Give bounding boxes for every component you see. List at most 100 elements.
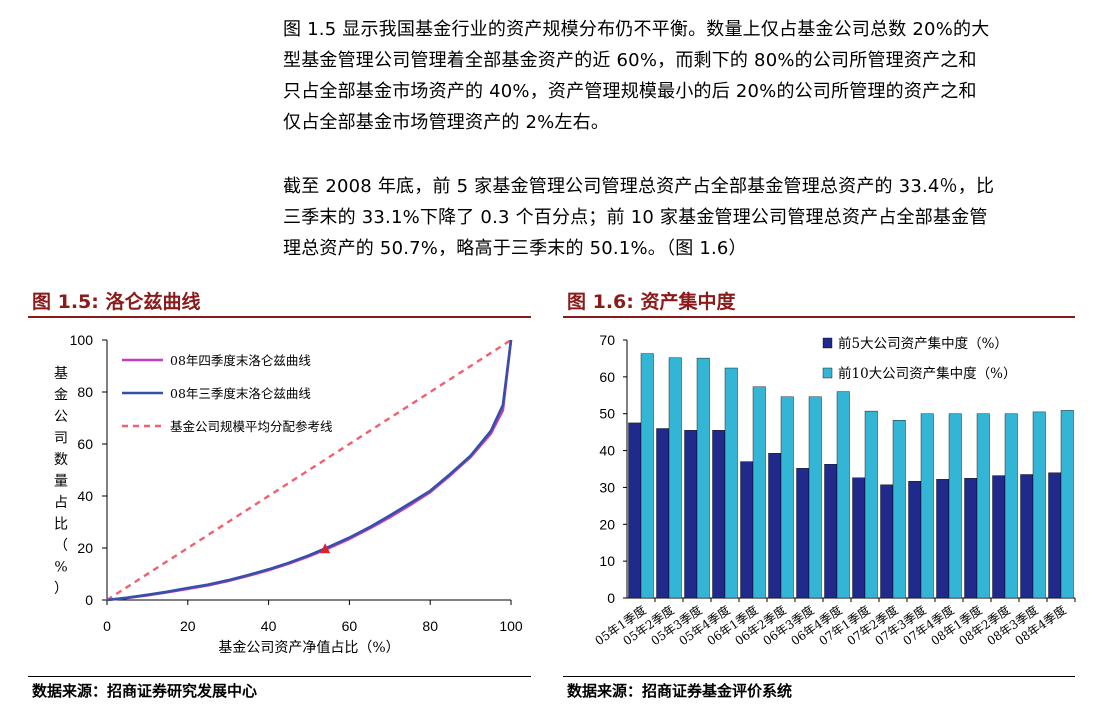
bar-category-label: 06年2季度 bbox=[732, 602, 789, 648]
lorenz-legend-label: 08年四季度末洛仑兹曲线 bbox=[170, 353, 311, 368]
bar-category-label: 08年4季度 bbox=[1012, 602, 1069, 648]
paragraph-line: 只占全部基金市场资产的 40%，资产管理规模最小的后 20%的公司所管理的资产之… bbox=[283, 81, 977, 102]
bar-top10 bbox=[668, 357, 682, 599]
paragraph-concentration: 截至 2008 年底，前 5 家基金管理公司管理总资产占全部基金管理总资产的 3… bbox=[283, 171, 1083, 264]
figure-1-5-bottom-rule bbox=[28, 676, 531, 677]
figure-1-6-top-rule bbox=[563, 316, 1075, 318]
bar-legend-label: 前10大公司资产集中度（%） bbox=[838, 365, 1017, 382]
bar-category-label: 05年2季度 bbox=[620, 602, 677, 648]
bar-top5 bbox=[768, 453, 782, 599]
bar-top10 bbox=[752, 386, 766, 599]
figure-1-5-source: 数据来源：招商证券研究发展中心 bbox=[32, 682, 258, 700]
bar-top5 bbox=[628, 422, 642, 599]
bar-legend-swatch bbox=[822, 337, 833, 349]
lorenz-axis-labels: 基金公司资产净值占比（%） 基金公司数量占比（%） bbox=[54, 365, 400, 656]
bar-top5 bbox=[992, 475, 1006, 599]
bar-top5 bbox=[712, 430, 726, 599]
paragraph-line: 型基金管理公司管理着全部基金资产的近 60%，而剩下的 80%的公司所管理资产之… bbox=[283, 50, 977, 71]
bar-top5 bbox=[1020, 474, 1034, 599]
bar-top5 bbox=[964, 478, 978, 599]
figure-1-6-title: 图 1.6: 资产集中度 bbox=[567, 291, 736, 313]
lorenz-y-tick-label: 20 bbox=[77, 540, 93, 556]
paragraph-line: 仅占全部基金市场管理资产的 2%左右。 bbox=[283, 112, 610, 133]
paragraph-line: 理总资产的 50.7%，略高于三季末的 50.1%。（图 1.6） bbox=[283, 238, 747, 259]
lorenz-x-tick-label: 60 bbox=[342, 618, 358, 634]
bar-category-label: 07年4季度 bbox=[900, 602, 957, 648]
lorenz-marker-triangle bbox=[320, 543, 331, 554]
bar-top10 bbox=[1060, 410, 1074, 599]
bar-category-label: 05年4季度 bbox=[676, 602, 733, 648]
lorenz-legend-label: 基金公司规模平均分配参考线 bbox=[170, 419, 333, 434]
bar-category-label: 06年3季度 bbox=[760, 602, 817, 648]
bar-category-label: 05年3季度 bbox=[648, 602, 705, 648]
lorenz-y-tick-label: 100 bbox=[70, 332, 94, 348]
concentration-category-labels: 05年1季度05年2季度05年3季度05年4季度06年1季度06年2季度06年3… bbox=[592, 602, 1069, 648]
lorenz-y-tick-label: 0 bbox=[85, 592, 93, 608]
lorenz-series-group bbox=[106, 338, 513, 602]
figure-1-5-top-rule bbox=[28, 316, 531, 318]
paragraph-line: 截至 2008 年底，前 5 家基金管理公司管理总资产占全部基金管理总资产的 3… bbox=[283, 176, 995, 197]
bar-top10 bbox=[640, 353, 654, 599]
bar-top10 bbox=[948, 413, 962, 599]
lorenz-x-tick-label: 40 bbox=[261, 618, 277, 634]
bar-y-tick-label: 60 bbox=[599, 369, 615, 385]
lorenz-y-tick-label: 80 bbox=[77, 384, 93, 400]
lorenz-y-tick-label: 40 bbox=[77, 488, 93, 504]
bar-top5 bbox=[824, 464, 838, 599]
bar-category-label: 07年1季度 bbox=[816, 602, 873, 648]
lorenz-axes: 0 20 40 60 80 100 0 20 40 60 80 100 bbox=[70, 332, 523, 634]
bar-top5 bbox=[908, 481, 922, 599]
bar-top5 bbox=[880, 484, 894, 599]
paragraph-line: 图 1.5 显示我国基金行业的资产规模分布仍不平衡。数量上仅占基金公司总数 20… bbox=[283, 19, 990, 40]
bar-legend-label: 前5大公司资产集中度（%） bbox=[838, 335, 1008, 352]
concentration-axes: 0 10 20 30 40 50 60 70 bbox=[599, 332, 1075, 606]
concentration-bars bbox=[628, 353, 1076, 602]
bar-top10 bbox=[976, 413, 990, 599]
bar-y-tick-label: 40 bbox=[599, 443, 615, 459]
bar-category-label: 05年1季度 bbox=[592, 602, 649, 648]
lorenz-x-tick-label: 80 bbox=[422, 618, 438, 634]
bar-category-label: 06年1季度 bbox=[704, 602, 761, 648]
bar-y-tick-label: 0 bbox=[607, 590, 615, 606]
lorenz-series-line-1 bbox=[106, 339, 513, 602]
bar-top10 bbox=[892, 420, 906, 599]
bar-category-label: 08年1季度 bbox=[928, 602, 985, 648]
bar-top10 bbox=[920, 413, 934, 599]
bar-category-label: 06年4季度 bbox=[788, 602, 845, 648]
bar-y-tick-label: 70 bbox=[599, 332, 615, 348]
lorenz-x-tick-label: 20 bbox=[180, 618, 196, 634]
concentration-legend: 前5大公司资产集中度（%） 前10大公司资产集中度（%） bbox=[822, 335, 1017, 382]
bar-y-tick-label: 30 bbox=[599, 479, 615, 495]
paragraph-lorenz-intro: 图 1.5 显示我国基金行业的资产规模分布仍不平衡。数量上仅占基金公司总数 20… bbox=[283, 14, 1083, 138]
bar-top5 bbox=[684, 430, 698, 599]
bar-top5 bbox=[796, 468, 810, 599]
bar-y-tick-label: 20 bbox=[599, 516, 615, 532]
figure-1-5-title: 图 1.5: 洛仑兹曲线 bbox=[32, 291, 201, 313]
bar-top10 bbox=[724, 367, 738, 599]
bar-top10 bbox=[836, 391, 850, 599]
bar-top5 bbox=[936, 479, 950, 599]
bar-top10 bbox=[864, 410, 878, 599]
bar-top10 bbox=[1032, 411, 1046, 599]
lorenz-x-tick-label: 100 bbox=[499, 618, 523, 634]
lorenz-series-line-2 bbox=[106, 338, 512, 602]
bar-y-tick-label: 10 bbox=[599, 553, 615, 569]
bar-top5 bbox=[740, 461, 754, 599]
lorenz-series-line-0 bbox=[106, 339, 513, 602]
bar-top5 bbox=[1048, 472, 1062, 599]
figure-1-6-source: 数据来源：招商证券基金评价系统 bbox=[567, 682, 793, 700]
paragraph-line: 三季末的 33.1%下降了 0.3 个百分点；前 10 家基金管理公司管理总资产… bbox=[283, 207, 988, 228]
lorenz-x-axis-label: 基金公司资产净值占比（%） bbox=[218, 639, 399, 656]
bar-category-label: 08年2季度 bbox=[956, 602, 1013, 648]
bar-top10 bbox=[1004, 413, 1018, 599]
lorenz-x-tick-label: 0 bbox=[103, 618, 111, 634]
bar-top10 bbox=[696, 357, 710, 599]
bar-category-label: 08年3季度 bbox=[984, 602, 1041, 648]
lorenz-y-axis-label: 基金公司数量占比（%） bbox=[54, 365, 68, 597]
lorenz-y-tick-label: 60 bbox=[77, 436, 93, 452]
bar-category-label: 07年2季度 bbox=[844, 602, 901, 648]
lorenz-legend-label: 08年三季度末洛仑兹曲线 bbox=[170, 386, 311, 401]
bar-top5 bbox=[656, 428, 670, 599]
bar-top10 bbox=[808, 396, 822, 599]
